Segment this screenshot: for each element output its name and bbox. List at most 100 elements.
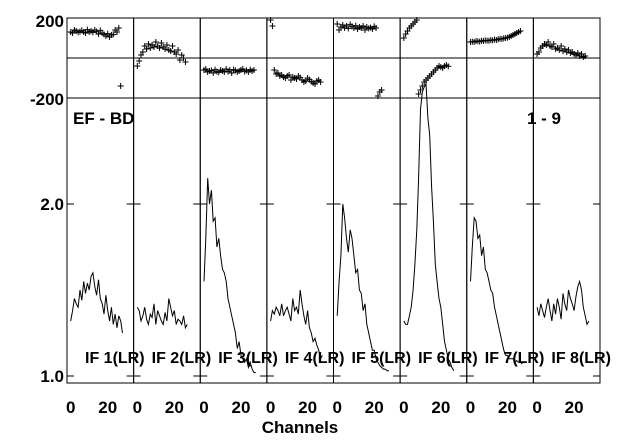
phase-point (228, 70, 235, 76)
panel-label: IF 8(LR) (551, 350, 611, 367)
phase-point (415, 91, 422, 97)
phase-point (556, 47, 563, 53)
amplitude-row: 2.0 1.0 (40, 81, 601, 386)
phase-row: 200 -200 (30, 12, 601, 109)
phase-point (143, 46, 150, 52)
panel-labels: IF 1(LR) IF 2(LR) IF 3(LR) IF 4(LR) IF 5(LR)… (85, 350, 611, 367)
phase-point (180, 55, 187, 61)
x-tick-label: 20 (298, 398, 317, 417)
phase-point (139, 49, 146, 55)
phase-point (134, 63, 141, 69)
panel-label: IF 5(LR) (352, 350, 412, 367)
phase-point (417, 87, 424, 93)
amplitude-series-line (70, 271, 123, 334)
amp-tick-1: 1.0 (40, 367, 64, 386)
amplitude-panel-frame (466, 97, 534, 384)
amplitude-series-line (470, 216, 523, 365)
amp-tick-2: 2.0 (40, 195, 64, 214)
phase-point (95, 31, 102, 37)
phase-point (558, 43, 565, 49)
phase-point (169, 43, 176, 49)
x-tick-label: 0 (466, 398, 475, 417)
phase-point (535, 49, 542, 55)
phase-point (334, 21, 341, 27)
phase-point (550, 41, 557, 47)
phase-point (269, 23, 276, 29)
phase-point (113, 29, 120, 35)
amplitude-series-line (136, 298, 188, 330)
amplitude-panels (66, 81, 601, 384)
x-ticks: 0 20 0 20 0 20 0 20 0 20 0 20 0 20 0 20 (66, 398, 584, 417)
phase-panels (66, 17, 601, 99)
annotation-left: EF - BD (73, 109, 134, 128)
phase-point (317, 79, 324, 85)
phase-point (352, 22, 359, 29)
phase-point (104, 30, 111, 37)
x-tick-label: 0 (399, 398, 408, 417)
amplitude-series-line (536, 279, 590, 326)
panel-label: IF 7(LR) (485, 350, 545, 367)
phase-point (152, 39, 159, 45)
amplitude-series-line (270, 289, 323, 361)
panel-label: IF 6(LR) (418, 350, 478, 367)
phase-point (173, 51, 180, 57)
phase-point (156, 45, 163, 51)
phase-point (176, 57, 183, 63)
phase-point (582, 53, 589, 59)
amplitude-panel-frame (333, 97, 401, 384)
x-axis-label: Channels (262, 418, 339, 437)
amplitude-panel-frame (133, 97, 201, 384)
amplitude-panel-frame (399, 97, 468, 384)
annotation-right: 1 - 9 (527, 109, 561, 128)
amplitude-series-line (403, 81, 455, 372)
panel-label: IF 1(LR) (85, 350, 145, 367)
panel-label: IF 4(LR) (285, 350, 345, 367)
x-tick-label: 20 (365, 398, 384, 417)
phase-point (373, 25, 380, 31)
phase-point (163, 42, 170, 48)
x-tick-label: 20 (165, 398, 184, 417)
phase-point (445, 63, 452, 70)
phase-point (117, 83, 124, 89)
phase-point (82, 30, 89, 36)
phase-point (182, 59, 189, 65)
x-tick-label: 20 (98, 398, 117, 417)
x-tick-label: 0 (199, 398, 208, 417)
x-tick-label: 0 (332, 398, 341, 417)
phase-point (136, 58, 143, 64)
phase-point (158, 40, 165, 46)
x-tick-label: 20 (431, 398, 450, 417)
phase-point (145, 41, 152, 47)
phase-point (413, 17, 420, 23)
phase-tick-bottom: -200 (30, 90, 64, 109)
phase-point (271, 67, 278, 73)
phase-point (378, 87, 385, 93)
phase-point (545, 39, 552, 45)
amplitude-panel-frame (199, 97, 268, 384)
phase-point (517, 28, 524, 34)
phase-point (286, 72, 293, 78)
amplitude-series-line (336, 203, 389, 372)
panel-label: IF 2(LR) (152, 350, 212, 367)
phase-point (360, 23, 367, 29)
x-tick-label: 0 (532, 398, 541, 417)
x-tick-label: 0 (133, 398, 142, 417)
amplitude-panel-frame (66, 97, 135, 384)
panel-label: IF 3(LR) (218, 350, 278, 367)
phase-point (115, 25, 122, 31)
phase-point (162, 46, 169, 52)
phase-point (250, 67, 257, 73)
x-tick-label: 0 (266, 398, 275, 417)
phase-point (167, 48, 174, 54)
x-tick-label: 20 (565, 398, 584, 417)
amplitude-panel-frame (266, 97, 334, 384)
phase-tick-top: 200 (36, 12, 64, 31)
amplitude-panel-frame (532, 97, 601, 384)
phase-point (400, 35, 407, 41)
phase-point (175, 47, 182, 53)
phase-point (150, 44, 157, 50)
x-tick-label: 20 (498, 398, 517, 417)
phase-point (110, 31, 117, 38)
x-tick-label: 0 (66, 398, 75, 417)
